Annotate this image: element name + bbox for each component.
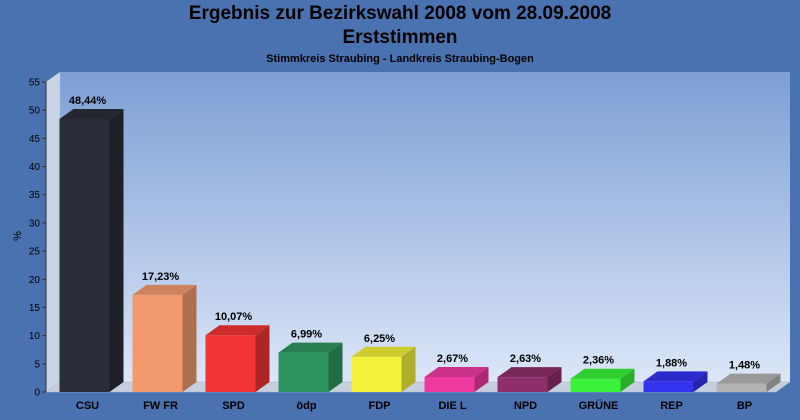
bar-side (182, 284, 197, 392)
bar-side (109, 108, 124, 392)
y-tick-label: 25 (29, 247, 41, 258)
bar-front (132, 294, 183, 392)
bar-top (570, 368, 635, 379)
y-tick-label: 55 (29, 78, 41, 89)
y-tick-label: 20 (29, 275, 41, 286)
bar-side (693, 371, 708, 392)
chart-subtitle: Stimmkreis Straubing - Landkreis Straubi… (266, 53, 534, 65)
y-tick-label: 35 (29, 190, 41, 201)
y-tick-label: 30 (29, 218, 41, 229)
y-tick-label: 10 (29, 331, 41, 342)
data-label: 2,63% (510, 353, 541, 365)
x-tick-label: NPD (514, 400, 537, 412)
bar-front (497, 377, 548, 392)
bar-side (620, 368, 635, 392)
bar-top (716, 373, 781, 384)
bar (132, 284, 197, 392)
y-tick-label: 45 (29, 134, 41, 145)
bar (351, 346, 416, 392)
y-tick-label: 50 (29, 106, 41, 117)
title-block: Ergebnis zur Bezirkswahl 2008 vom 28.09.… (0, 2, 800, 65)
y-tick-label: 40 (29, 162, 41, 173)
x-tick-label: REP (660, 400, 683, 412)
bar-front (278, 352, 329, 392)
y-axis-label: % (12, 231, 24, 241)
y-tick-label: 0 (34, 388, 40, 399)
data-labels: 48,44% 17,23% 10,07% 6,99% 6,25% 2,67% 2,63% 2,… (69, 95, 760, 372)
chart-title: Ergebnis zur Bezirkswahl 2008 vom 28.09.… (188, 3, 612, 24)
x-tick-label: BP (737, 400, 752, 412)
bar-side (474, 366, 489, 392)
data-label: 17,23% (142, 271, 180, 283)
x-tick-label: FW FR (143, 400, 178, 412)
bar-front (351, 356, 402, 392)
bar-top (351, 346, 416, 357)
bar (497, 367, 562, 392)
plot-side-wall (45, 71, 61, 393)
x-tick-label: SPD (222, 400, 245, 412)
bar-front (716, 383, 767, 392)
y-tick-label: 15 (29, 303, 41, 314)
bar (59, 108, 124, 392)
bar-top (278, 342, 343, 353)
x-tick-label: FDP (369, 400, 391, 412)
bar-side (547, 367, 562, 392)
bar-top (205, 325, 270, 336)
bar-top (424, 366, 489, 377)
bar-front (424, 376, 475, 392)
bar-side (401, 346, 416, 392)
y-axis: 0 5 10 15 20 25 30 35 40 45 50 55 (29, 78, 47, 399)
x-tick-label: DIE L (438, 400, 466, 412)
chart-title-line2: Erststimmen (342, 27, 458, 48)
bars (59, 108, 781, 392)
data-label: 1,88% (656, 357, 687, 369)
y-tick-label: 5 (34, 359, 40, 370)
data-label: 10,07% (215, 311, 253, 323)
bar-top (59, 108, 124, 119)
bar-side (766, 373, 781, 392)
data-label: 2,36% (583, 355, 614, 367)
data-label: 48,44% (69, 95, 107, 107)
x-axis: CSU FW FR SPD ödp FDP DIE L NPD GRÜNE REP BP (76, 399, 752, 412)
bar (643, 371, 708, 392)
bar-front (59, 118, 110, 392)
bar-top (497, 367, 562, 378)
bar-top (643, 371, 708, 382)
bar (716, 373, 781, 392)
bar (570, 368, 635, 392)
bar-front (570, 378, 621, 392)
bar (424, 366, 489, 392)
bar-top (132, 284, 197, 295)
x-tick-label: CSU (76, 400, 99, 412)
bar-front (205, 335, 256, 392)
bar-front (643, 381, 694, 392)
bar-side (328, 342, 343, 392)
x-tick-label: ödp (296, 400, 316, 412)
x-tick-label: GRÜNE (579, 399, 619, 412)
data-label: 6,25% (364, 333, 395, 345)
data-label: 6,99% (291, 329, 322, 341)
bar (205, 325, 270, 392)
data-label: 1,48% (729, 360, 760, 372)
data-label: 2,67% (437, 353, 468, 365)
bar (278, 342, 343, 392)
bar-side (255, 325, 270, 392)
